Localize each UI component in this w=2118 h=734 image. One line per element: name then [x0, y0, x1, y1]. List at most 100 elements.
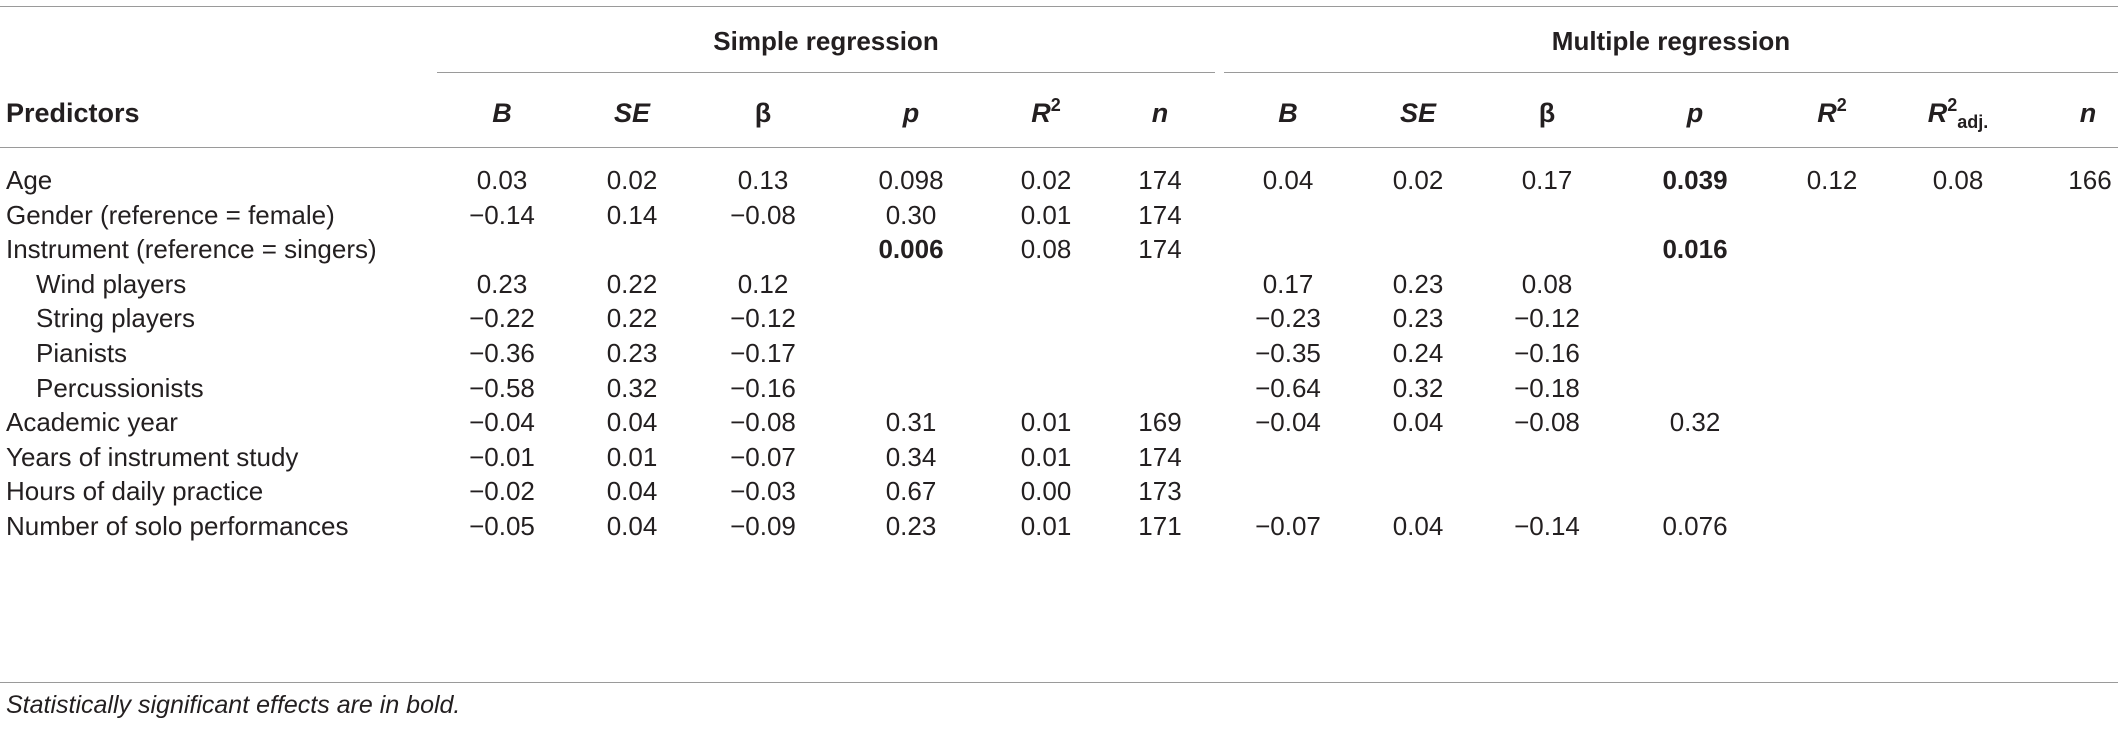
simple-n-header: n: [1151, 98, 1169, 128]
multiple-regression-heading: Multiple regression: [1551, 26, 1791, 56]
multiple-se-cell: 0.23: [1392, 269, 1444, 299]
predictor-label: Percussionists: [36, 373, 204, 403]
simple-b-cell: 0.23: [476, 269, 528, 299]
simple-b-cell: −0.05: [469, 511, 535, 541]
simple-p-cell: 0.34: [885, 442, 937, 472]
multiple-se-cell: 0.23: [1392, 303, 1444, 333]
multiple-se-cell: 0.24: [1392, 338, 1444, 368]
top-rule: [0, 6, 2118, 7]
simple-n-cell: 174: [1138, 200, 1182, 230]
multiple-beta-cell: −0.18: [1514, 373, 1580, 403]
predictor-label: String players: [36, 303, 195, 333]
multiple-b-cell: −0.04: [1255, 407, 1321, 437]
simple-p-cell: 0.23: [885, 511, 937, 541]
predictor-label: Hours of daily practice: [6, 476, 264, 506]
simple-b-header: B: [492, 98, 512, 128]
multiple-b-cell: 0.04: [1262, 165, 1314, 195]
simple-p-cell: 0.098: [878, 165, 944, 195]
simple-p-header: p: [902, 98, 920, 128]
multiple-beta-cell: 0.08: [1521, 269, 1573, 299]
simple-n-cell: 169: [1138, 407, 1182, 437]
simple-se-cell: 0.23: [606, 338, 658, 368]
simple-se-cell: 0.02: [606, 165, 658, 195]
simple-b-cell: −0.14: [469, 200, 535, 230]
simple-b-cell: −0.22: [469, 303, 535, 333]
simple-n-cell: 174: [1138, 165, 1182, 195]
multiple-b-cell: −0.07: [1255, 511, 1321, 541]
multiple-beta-cell: 0.17: [1521, 165, 1573, 195]
simple-se-cell: 0.04: [606, 407, 658, 437]
multiple-b-cell: −0.64: [1255, 373, 1321, 403]
multiple-r2adj-header: R2adj.: [1927, 95, 1989, 132]
simple-beta-cell: −0.07: [730, 442, 796, 472]
multiple-r2-header: R2: [1817, 95, 1847, 128]
predictor-label: Number of solo performances: [6, 511, 349, 541]
simple-r2-cell: 0.01: [1020, 407, 1072, 437]
simple-r2-header: R2: [1031, 95, 1061, 128]
multiple-r2-cell: 0.12: [1806, 165, 1858, 195]
simple-p-cell: 0.67: [885, 476, 937, 506]
multiple-p-header: p: [1686, 98, 1704, 128]
simple-n-cell: 174: [1138, 442, 1182, 472]
simple-regression-heading: Simple regression: [713, 26, 939, 56]
simple-se-cell: 0.14: [606, 200, 658, 230]
multiple-group-underline: [1224, 72, 2118, 73]
multiple-b-cell: −0.35: [1255, 338, 1321, 368]
simple-b-cell: −0.58: [469, 373, 535, 403]
multiple-se-header: SE: [1399, 98, 1437, 128]
simple-beta-cell: −0.12: [730, 303, 796, 333]
multiple-p-cell: 0.039: [1662, 165, 1728, 195]
simple-beta-cell: −0.16: [730, 373, 796, 403]
multiple-se-cell: 0.02: [1392, 165, 1444, 195]
predictor-label: Age: [6, 165, 53, 195]
simple-r2-cell: 0.02: [1020, 165, 1072, 195]
multiple-n-header: n: [2079, 98, 2097, 128]
multiple-n-cell: 166: [2068, 165, 2112, 195]
simple-beta-cell: −0.17: [730, 338, 796, 368]
simple-b-cell: 0.03: [476, 165, 528, 195]
multiple-p-cell: 0.076: [1662, 511, 1728, 541]
multiple-p-cell: 0.016: [1662, 234, 1728, 264]
simple-se-cell: 0.22: [606, 269, 658, 299]
multiple-b-cell: −0.23: [1255, 303, 1321, 333]
multiple-beta-header: β: [1538, 98, 1556, 128]
simple-beta-cell: −0.09: [730, 511, 796, 541]
simple-r2-cell: 0.01: [1020, 200, 1072, 230]
simple-se-header: SE: [613, 98, 651, 128]
predictor-label: Gender (reference = female): [6, 200, 335, 230]
multiple-beta-cell: −0.12: [1514, 303, 1580, 333]
simple-beta-cell: 0.12: [737, 269, 789, 299]
simple-b-cell: −0.36: [469, 338, 535, 368]
multiple-se-cell: 0.04: [1392, 407, 1444, 437]
predictor-label: Instrument (reference = singers): [6, 234, 377, 264]
multiple-beta-cell: −0.14: [1514, 511, 1580, 541]
simple-se-cell: 0.01: [606, 442, 658, 472]
multiple-r2adj-cell: 0.08: [1932, 165, 1984, 195]
simple-group-underline: [437, 72, 1215, 73]
simple-se-cell: 0.22: [606, 303, 658, 333]
simple-b-cell: −0.01: [469, 442, 535, 472]
multiple-p-cell: 0.32: [1669, 407, 1721, 437]
simple-n-cell: 171: [1138, 511, 1182, 541]
simple-r2-cell: 0.01: [1020, 442, 1072, 472]
simple-se-cell: 0.04: [606, 476, 658, 506]
simple-n-cell: 173: [1138, 476, 1182, 506]
bottom-rule: [0, 682, 2118, 683]
multiple-se-cell: 0.32: [1392, 373, 1444, 403]
simple-b-cell: −0.04: [469, 407, 535, 437]
simple-beta-header: β: [754, 98, 772, 128]
predictor-label: Wind players: [36, 269, 187, 299]
simple-beta-cell: −0.08: [730, 200, 796, 230]
multiple-b-cell: 0.17: [1262, 269, 1314, 299]
simple-r2-cell: 0.00: [1020, 476, 1072, 506]
predictor-label: Academic year: [6, 407, 178, 437]
multiple-beta-cell: −0.16: [1514, 338, 1580, 368]
simple-r2-cell: 0.08: [1020, 234, 1072, 264]
simple-beta-cell: −0.08: [730, 407, 796, 437]
simple-p-cell: 0.30: [885, 200, 937, 230]
simple-se-cell: 0.04: [606, 511, 658, 541]
multiple-se-cell: 0.04: [1392, 511, 1444, 541]
predictors-header: Predictors: [6, 98, 140, 128]
simple-beta-cell: 0.13: [737, 165, 789, 195]
table-footnote: Statistically significant effects are in…: [6, 691, 461, 719]
